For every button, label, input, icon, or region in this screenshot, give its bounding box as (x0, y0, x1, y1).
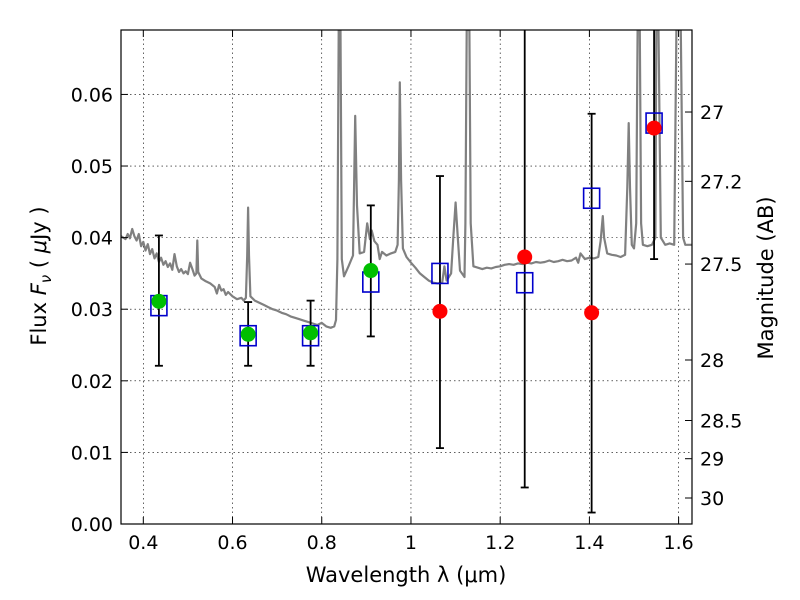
y-tick-label: 0.01 (71, 442, 113, 464)
y2-tick-label: 30 (700, 488, 724, 510)
y-label-sub: ν (37, 275, 55, 283)
detected-point (240, 326, 256, 342)
detected-point (151, 293, 167, 309)
observed-photometry (151, 120, 662, 342)
detected-point (303, 325, 319, 341)
upper-limit-point (584, 305, 600, 321)
upper-limit-point (432, 303, 448, 319)
y-label-prefix: Flux (27, 295, 51, 345)
x-tick-label: 0.4 (128, 532, 158, 554)
x-tick-label: 0.6 (217, 532, 247, 554)
template-spectrum-line (121, 30, 692, 329)
x-tick-label: 1 (405, 532, 417, 554)
upper-limit-point (517, 249, 533, 265)
y2-tick-label: 28.5 (700, 411, 742, 433)
model-square (582, 187, 601, 210)
y2-axis-ticks: 27 27.2 27.5 28 28.5 29 30 (685, 102, 742, 510)
y-tick-label: 0.06 (71, 84, 113, 106)
y-label-var: F (27, 282, 51, 295)
upper-limit-point (646, 120, 662, 136)
y-tick-label: 0.02 (71, 371, 113, 393)
model-square (515, 271, 534, 294)
plot-frame (120, 29, 693, 525)
y-tick-label: 0.00 (71, 514, 113, 536)
y-tick-label: 0.03 (71, 299, 113, 321)
grid (121, 30, 692, 525)
model-square (239, 324, 257, 347)
x-tick-label: 1.4 (574, 532, 604, 554)
y2-tick-label: 27.2 (700, 171, 742, 193)
x-axis-label: Wavelength λ (μm) (306, 563, 507, 587)
x-tick-label: 0.8 (307, 532, 337, 554)
y-label-mu: μ (27, 240, 51, 254)
y-tick-label: 0.04 (71, 228, 113, 250)
y-label-open: ( (27, 253, 51, 275)
y-axis-label: Flux Fν ( μJy ) (27, 206, 55, 345)
x-tick-label: 1.2 (485, 532, 515, 554)
y-tick-label: 0.05 (71, 156, 113, 178)
y2-axis-label: Magnitude (AB) (754, 196, 778, 359)
model-square (431, 262, 449, 285)
y-axis-ticks: 0.00 0.01 0.02 0.03 0.04 0.05 0.06 (71, 84, 128, 536)
y-label-unit: Jy ) (27, 206, 51, 242)
y2-tick-label: 29 (700, 449, 724, 471)
y2-tick-label: 27 (700, 102, 724, 124)
x-axis-ticks: 0.4 0.6 0.8 1 1.2 1.4 1.6 (128, 30, 694, 554)
x-tick-label: 1.6 (664, 532, 694, 554)
detected-point (363, 263, 379, 279)
y2-tick-label: 27.5 (700, 254, 742, 276)
template-spectrum (121, 30, 692, 329)
y2-tick-label: 28 (700, 350, 724, 372)
